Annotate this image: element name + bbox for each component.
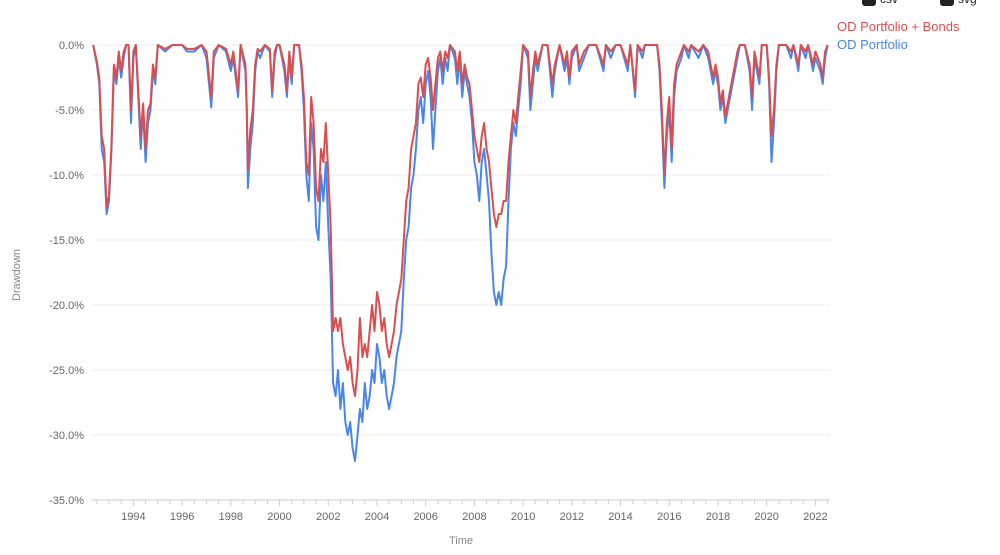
download-icon xyxy=(862,0,876,6)
series-line-od-portfolio-bonds xyxy=(92,44,829,397)
x-tick-label: 1996 xyxy=(170,511,194,523)
x-tick-label: 2020 xyxy=(754,511,778,523)
export-svg-label: svg xyxy=(958,0,977,6)
y-tick-label: -30.0% xyxy=(49,430,84,442)
y-tick-label: -5.0% xyxy=(55,105,84,117)
y-axis-title: Drawdown xyxy=(11,249,23,301)
grid-lines xyxy=(92,44,830,501)
x-tick-label: 2016 xyxy=(657,511,681,523)
x-tick-label: 2006 xyxy=(413,511,437,523)
export-csv-button[interactable]: csv xyxy=(862,0,898,6)
export-svg-button[interactable]: svg xyxy=(940,0,977,6)
x-axis-ticks: 1994 1996 1998 2000 2002 2004 2006 2008 2010 2012… xyxy=(92,499,830,523)
x-tick-label: 2008 xyxy=(462,511,486,523)
x-tick-label: 2018 xyxy=(706,511,730,523)
export-csv-label: csv xyxy=(880,0,898,6)
x-tick-label: 1998 xyxy=(219,511,243,523)
y-tick-label: -35.0% xyxy=(49,495,84,507)
x-tick-label: 2000 xyxy=(267,511,291,523)
series-line-od-portfolio xyxy=(92,44,829,462)
x-tick-label: 2022 xyxy=(803,511,827,523)
x-tick-label: 1994 xyxy=(121,511,145,523)
x-tick-label: 2014 xyxy=(608,511,632,523)
y-tick-label: -15.0% xyxy=(49,235,84,247)
y-tick-label: -10.0% xyxy=(49,170,84,182)
download-icon xyxy=(940,0,954,6)
x-tick-label: 2002 xyxy=(316,511,340,523)
x-tick-label: 2004 xyxy=(365,511,389,523)
x-tick-label: 2012 xyxy=(560,511,584,523)
legend: OD Portfolio + Bonds OD Portfolio xyxy=(837,19,960,52)
legend-item: OD Portfolio xyxy=(837,37,908,52)
x-axis-title: Time xyxy=(449,535,473,547)
x-tick-label: 2010 xyxy=(511,511,535,523)
legend-item: OD Portfolio + Bonds xyxy=(837,19,960,34)
series-lines xyxy=(92,44,829,462)
y-axis-ticks: 0.0% -5.0% -10.0% -15.0% -20.0% -25.0% -30.0% -… xyxy=(49,40,84,507)
y-tick-label: -20.0% xyxy=(49,300,84,312)
y-tick-label: 0.0% xyxy=(59,40,84,52)
y-tick-label: -25.0% xyxy=(49,365,84,377)
